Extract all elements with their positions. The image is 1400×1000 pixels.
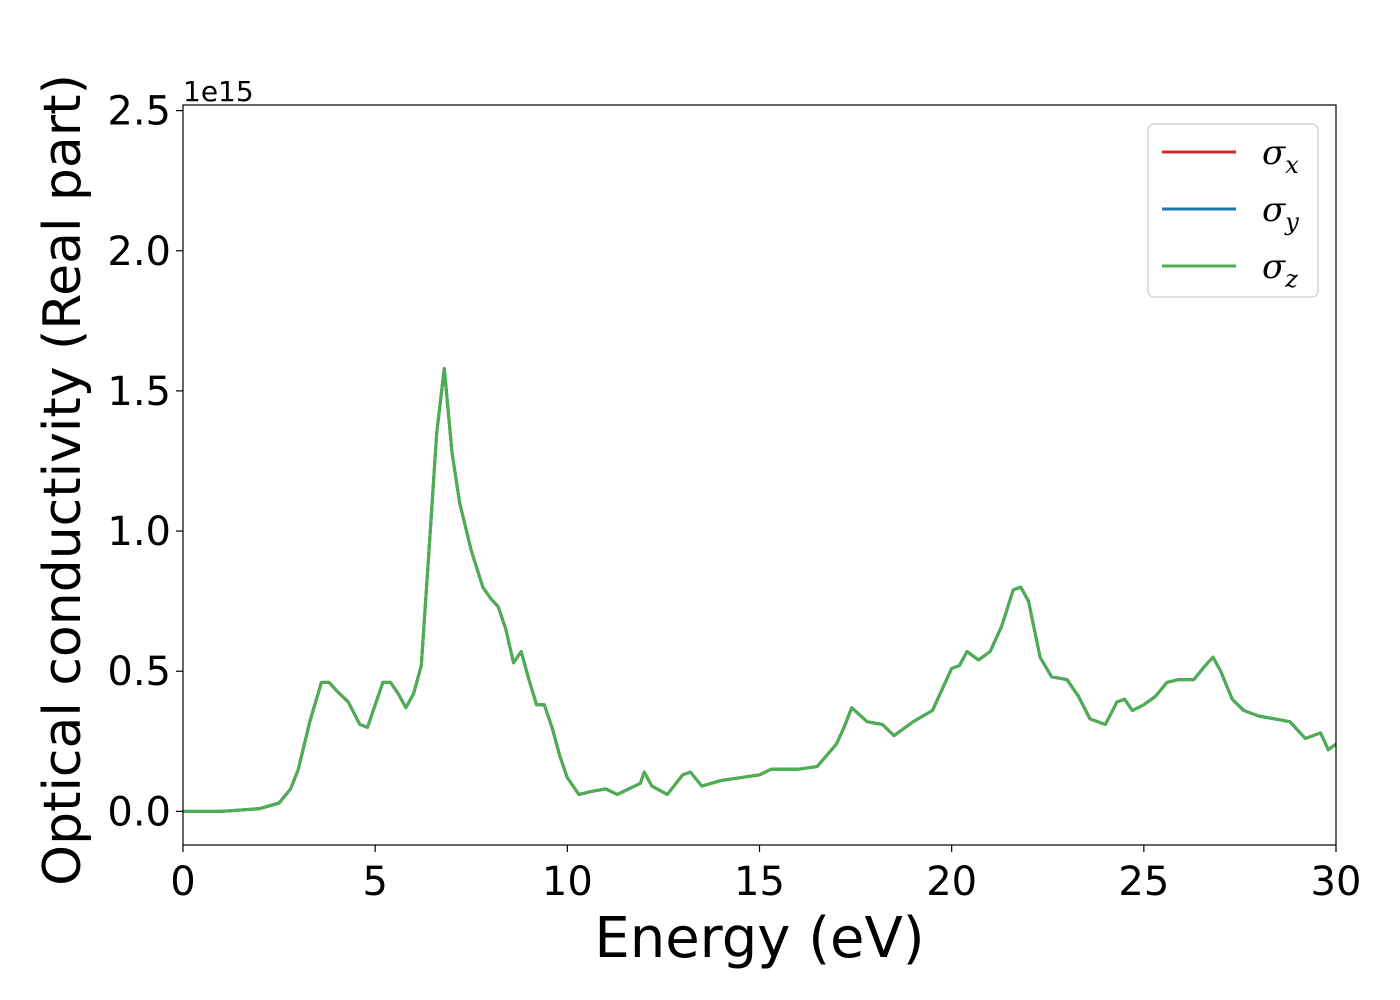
- y-tick-label: 1.0: [107, 509, 171, 555]
- y-axis-label: Optical conductivity (Real part): [33, 74, 93, 886]
- x-tick-label: 30: [1311, 859, 1362, 905]
- legend-label-z: σz: [1262, 247, 1298, 293]
- series-line-x: [183, 367, 1336, 813]
- y-tick-label: 2.5: [107, 89, 171, 135]
- y-tick-label: 1.5: [107, 369, 171, 415]
- plot-area: [183, 367, 1336, 813]
- x-tick-label: 0: [170, 859, 195, 905]
- x-tick-label: 5: [362, 859, 387, 905]
- legend: σx σy σz: [1147, 123, 1319, 298]
- series-line-y: [183, 367, 1336, 813]
- x-tick-label: 25: [1118, 859, 1169, 905]
- y-tick-label: 0.5: [107, 649, 171, 695]
- y-tick-label: 2.0: [107, 229, 171, 275]
- y-tick-label: 0.0: [107, 789, 171, 835]
- legend-label-y: σy: [1262, 190, 1299, 236]
- axes: 0 5 10 15 20 25 30 0.0 0.5 1.0 1.5 2.0 2.5: [107, 89, 1361, 905]
- y-offset-label: 1e15: [183, 75, 254, 108]
- legend-label-x: σx: [1262, 133, 1299, 179]
- x-axis-label: Energy (eV): [594, 906, 924, 971]
- series-line-z: [183, 367, 1336, 813]
- x-tick-label: 10: [542, 859, 593, 905]
- x-tick-label: 15: [734, 859, 785, 905]
- x-tick-label: 20: [926, 859, 977, 905]
